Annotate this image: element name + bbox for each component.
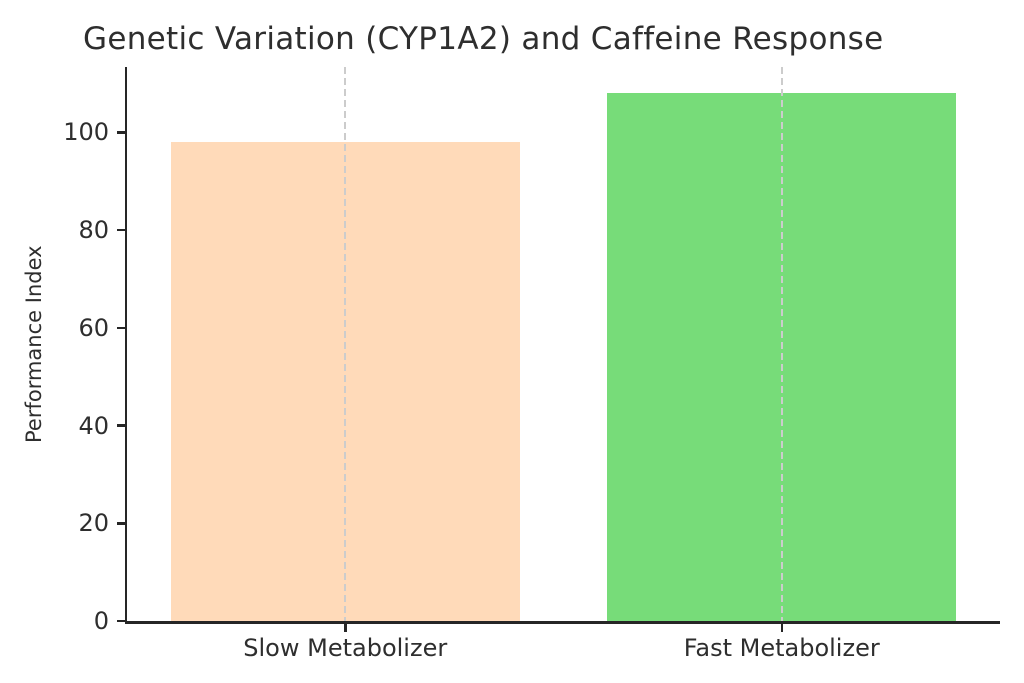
y-axis-spine <box>124 67 127 624</box>
chart-title: Genetic Variation (CYP1A2) and Caffeine … <box>83 21 884 57</box>
plot-area: Slow Metabolizer Fast Metabolizer 0 20 40 60 8… <box>63 67 1000 662</box>
x-tick-label-fast-metabolizer: Fast Metabolizer <box>683 634 880 662</box>
x-tick-mark-fast-metabolizer <box>780 623 783 632</box>
y-tick-label-80: 80 <box>78 216 109 245</box>
y-tick-label-100: 100 <box>63 118 109 147</box>
y-tick-mark-100 <box>116 131 125 134</box>
y-tick-mark-80 <box>116 228 125 232</box>
x-tick-label-slow-metabolizer: Slow Metabolizer <box>243 634 448 662</box>
y-tick-label-40: 40 <box>78 411 109 440</box>
y-tick-label-0: 0 <box>93 607 109 635</box>
y-tick-label-60: 60 <box>78 313 109 342</box>
y-tick-mark-0 <box>116 619 125 623</box>
y-tick-label-20: 20 <box>78 509 109 538</box>
x-tick-mark-slow-metabolizer <box>344 623 347 632</box>
x-axis-spine <box>124 621 1000 624</box>
gridline-fast-metabolizer <box>780 67 783 621</box>
y-tick-mark-60 <box>116 326 125 330</box>
y-tick-mark-20 <box>116 522 125 525</box>
gridline-slow-metabolizer <box>344 67 347 621</box>
y-tick-mark-40 <box>116 424 125 427</box>
y-axis-label: Performance Index <box>22 245 46 443</box>
